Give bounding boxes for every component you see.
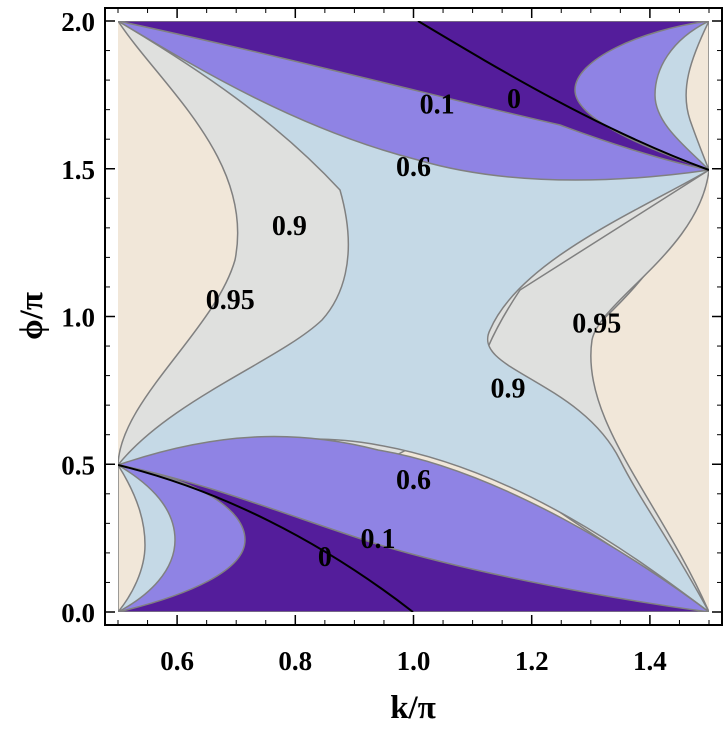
- zero-contour-bottom: [118, 464, 414, 612]
- contour-label: 0: [507, 84, 521, 115]
- contour-label: 0.9: [491, 373, 526, 404]
- contour-label: 0.95: [572, 308, 621, 339]
- x-tick-label: 1.2: [515, 646, 549, 676]
- contour-label: 0.9: [272, 211, 307, 242]
- region-below-0.1-top: [118, 21, 709, 171]
- x-tick-label: 0.8: [278, 646, 312, 676]
- contour-label: 0.1: [420, 90, 455, 121]
- y-axis-label: ϕ/π: [14, 292, 50, 340]
- plot-area: [118, 21, 709, 612]
- contour-label: 0.95: [206, 285, 255, 316]
- y-tick-label: 0.0: [61, 598, 95, 628]
- x-tick-label: 1.4: [633, 646, 667, 676]
- region-below-0.1-bottom: [118, 464, 709, 612]
- y-tick-label: 2.0: [61, 7, 95, 37]
- x-tick-label: 0.6: [160, 646, 194, 676]
- y-tick-label: 1.0: [61, 303, 95, 333]
- y-tick-label: 0.5: [61, 450, 95, 480]
- tick-labels: 0.6 0.8 1.0 1.2 1.4 0.0 0.5 1.0 1.5 2.0: [61, 7, 667, 676]
- x-tick-label: 1.0: [397, 646, 431, 676]
- x-axis-label: k/π: [390, 690, 436, 726]
- contour-label: 0.6: [396, 152, 431, 183]
- y-tick-label: 1.5: [61, 155, 95, 185]
- lens-bottom-left-0.95: [118, 463, 146, 612]
- contour-label: 0.1: [361, 524, 396, 555]
- lens-top-right-0.95: [685, 21, 709, 171]
- ticks: [105, 8, 722, 625]
- contour-label: 0.6: [396, 465, 431, 496]
- contour-labels: 00.10.60.90.950.950.90.60.10: [206, 84, 621, 573]
- zero-contour-top: [417, 21, 709, 171]
- contour-label: 0: [318, 542, 332, 573]
